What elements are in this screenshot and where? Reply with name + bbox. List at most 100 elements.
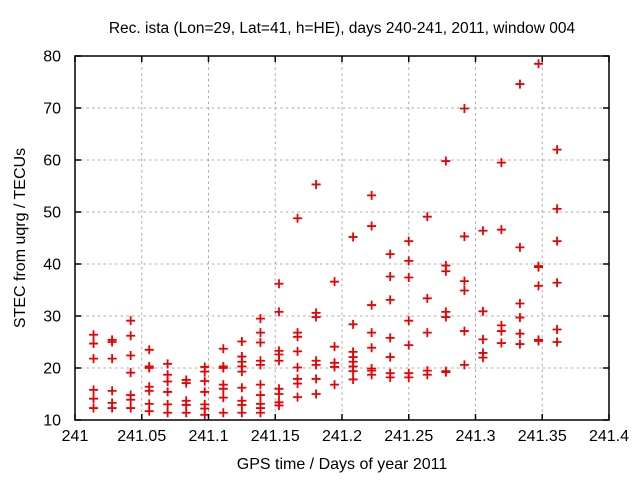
data-point-marker [515, 329, 525, 339]
data-point-marker [218, 393, 228, 403]
tick-labels: 241 241.05 241.1 241.15 241.2 241.25 241.3 241.… [43, 49, 629, 446]
data-point-marker [459, 286, 469, 296]
data-point-marker [144, 345, 154, 355]
data-point-marker [107, 403, 117, 413]
data-point-marker [311, 389, 321, 399]
data-point-marker [255, 408, 265, 418]
data-point-marker [515, 313, 525, 323]
data-point-marker [218, 408, 228, 418]
data-point-marker [496, 225, 506, 235]
data-point-marker [404, 372, 414, 382]
y-axis-label: STEC from uqrg / TECUs [12, 148, 29, 328]
data-point-marker [89, 394, 99, 404]
data-point-marker [89, 330, 99, 340]
data-point-marker [367, 328, 377, 338]
data-point-marker [552, 325, 562, 335]
axis-ticks [74, 55, 610, 421]
data-point-marker [255, 328, 265, 338]
data-point-marker [496, 326, 506, 336]
data-point-marker [89, 354, 99, 364]
data-point-marker [496, 338, 506, 348]
data-point-marker [459, 231, 469, 241]
data-point-marker [385, 352, 395, 362]
data-point-marker [348, 232, 358, 242]
data-points [89, 59, 562, 420]
data-point-marker [459, 276, 469, 286]
data-point-marker [126, 403, 136, 413]
data-point-marker [274, 356, 284, 366]
data-point-marker [107, 354, 117, 364]
data-point-marker [385, 249, 395, 259]
x-tick-label: 241.35 [518, 428, 567, 445]
data-point-marker [181, 408, 191, 418]
data-point-marker [422, 370, 432, 380]
data-point-marker [126, 395, 136, 405]
data-point-marker [107, 386, 117, 396]
data-point-marker [255, 360, 265, 370]
data-point-marker [255, 390, 265, 400]
data-point-marker [293, 362, 303, 372]
data-point-marker [255, 338, 265, 348]
y-tick-label: 60 [43, 153, 61, 170]
data-point-marker [478, 306, 488, 316]
y-tick-label: 70 [43, 101, 61, 118]
data-point-marker [89, 403, 99, 413]
data-point-marker [441, 156, 451, 166]
data-point-marker [367, 190, 377, 200]
data-point-marker [311, 312, 321, 322]
data-point-marker [404, 340, 414, 350]
data-point-marker [496, 158, 506, 168]
data-point-marker [311, 374, 321, 384]
data-point-marker [89, 339, 99, 349]
data-point-marker [126, 368, 136, 378]
x-tick-label: 241.05 [117, 428, 166, 445]
data-point-marker [274, 279, 284, 289]
data-point-marker [422, 212, 432, 222]
data-point-marker [126, 331, 136, 341]
y-tick-label: 30 [43, 309, 61, 326]
data-point-marker [218, 344, 228, 354]
data-point-marker [404, 236, 414, 246]
data-point-marker [367, 300, 377, 310]
data-point-marker [367, 370, 377, 380]
data-point-marker [385, 333, 395, 343]
data-point-marker [515, 242, 525, 252]
data-point-marker [552, 337, 562, 347]
data-point-marker [293, 213, 303, 223]
data-point-marker [311, 179, 321, 189]
data-point-marker [552, 278, 562, 288]
data-point-marker [163, 359, 173, 369]
data-point-marker [255, 380, 265, 390]
x-tick-label: 241.25 [384, 428, 433, 445]
data-point-marker [552, 236, 562, 246]
data-point-marker [163, 377, 173, 387]
data-point-marker [534, 262, 544, 272]
data-point-marker [367, 343, 377, 353]
y-tick-label: 10 [43, 413, 61, 430]
data-point-marker [478, 226, 488, 236]
x-tick-label: 241.2 [322, 428, 362, 445]
data-point-marker [330, 362, 340, 372]
data-point-marker [181, 400, 191, 410]
data-point-marker [293, 346, 303, 356]
data-point-marker [144, 363, 154, 373]
data-point-marker [218, 363, 228, 373]
data-point-marker [552, 204, 562, 214]
data-point-marker [330, 380, 340, 390]
data-point-marker [441, 266, 451, 276]
data-point-marker [404, 273, 414, 283]
y-tick-label: 40 [43, 257, 61, 274]
x-tick-label: 241 [62, 428, 89, 445]
y-tick-label: 20 [43, 361, 61, 378]
data-point-marker [237, 400, 247, 410]
data-point-marker [89, 385, 99, 395]
data-point-marker [385, 372, 395, 382]
data-point-marker [478, 353, 488, 363]
data-point-marker [330, 277, 340, 287]
data-point-marker [459, 104, 469, 114]
data-point-marker [441, 367, 451, 377]
x-tick-label: 241.1 [188, 428, 228, 445]
x-tick-label: 241.15 [251, 428, 300, 445]
data-point-marker [515, 299, 525, 309]
